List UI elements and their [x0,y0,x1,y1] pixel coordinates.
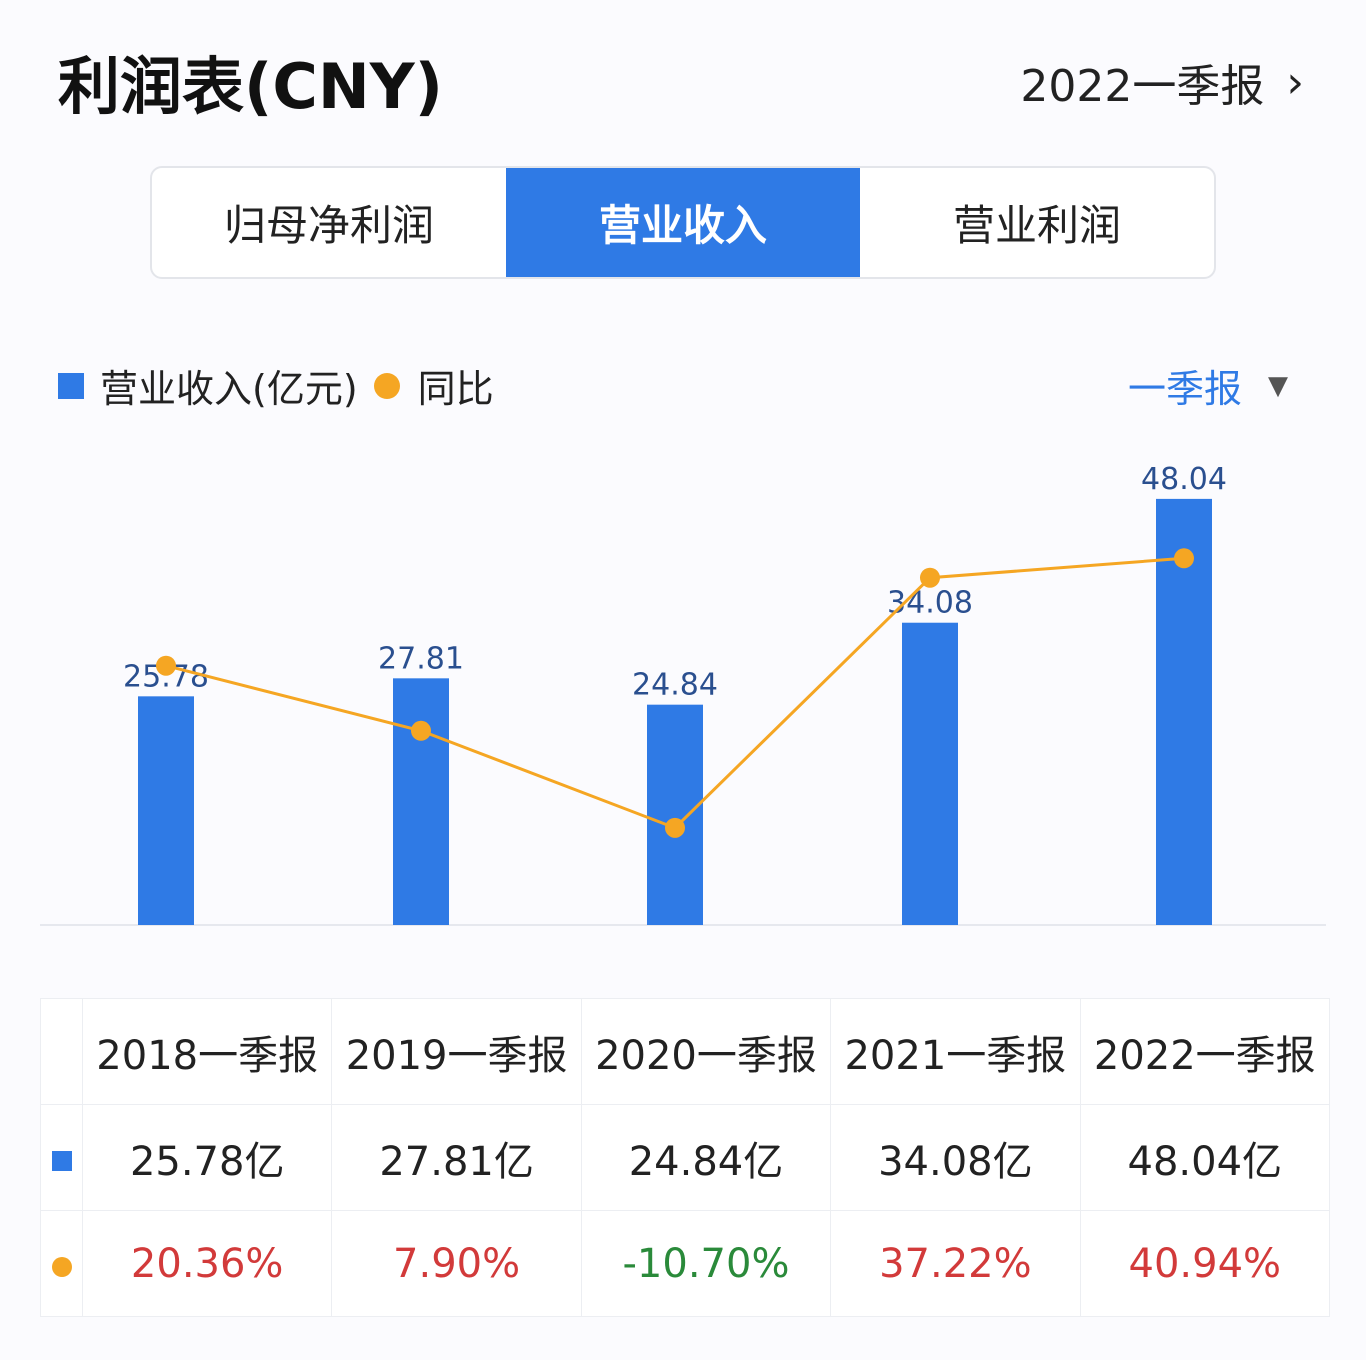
table-cell: 27.81亿 [331,1104,582,1211]
table-header: 2019一季报 [331,998,582,1105]
bar-4 [1156,498,1212,925]
table-cell: 24.84亿 [580,1104,832,1211]
bar-0 [138,696,194,925]
yoy-point-0 [156,655,176,676]
table-row-yoy: 20.36% 7.90% -10.70% 37.22% 40.94% [40,1210,1331,1317]
yoy-point-3 [920,567,940,588]
table-cell: 7.90% [331,1210,582,1317]
table-cell: 25.78亿 [81,1104,333,1211]
data-table: 2018一季报 2019一季报 2020一季报 2021一季报 2022一季报 … [40,998,1331,1317]
table-cell: 37.22% [830,1210,1081,1317]
period-select[interactable]: 一季报 ▼ [1128,358,1288,413]
legend-line-swatch [373,372,400,399]
page-title: 利润表(CNY) [58,50,443,123]
dropdown-arrow-icon: ▼ [1268,370,1288,401]
bar-2 [647,704,703,925]
bar-3 [902,622,958,925]
bar-label-2: 24.84 [632,668,718,703]
chart-legend: 营业收入(亿元) 同比 [58,358,494,413]
table-cell: 48.04亿 [1079,1104,1331,1211]
table-cell: 40.94% [1079,1210,1331,1317]
bar-label-4: 48.04 [1141,462,1227,497]
yoy-point-1 [411,720,431,741]
period-label: 2022一季报 [1020,61,1265,112]
yoy-marker [51,1256,72,1277]
legend-bar-label: 营业收入(亿元) [100,367,358,411]
chevron-right-icon: › [1286,56,1304,108]
revenue-marker [51,1150,72,1171]
tab-operating-profit[interactable]: 营业利润 [952,201,1121,250]
table-header-row: 2018一季报 2019一季报 2020一季报 2021一季报 2022一季报 [40,998,1331,1105]
yoy-point-4 [1174,548,1194,569]
table-cell: 34.08亿 [830,1104,1081,1211]
bar-label-3: 34.08 [887,586,973,621]
bar-1 [393,678,449,925]
table-cell: -10.70% [580,1210,832,1317]
table-header: 2021一季报 [830,998,1081,1105]
tab-net-profit[interactable]: 归母净利润 [223,201,434,250]
table-header: 2022一季报 [1079,998,1331,1105]
bar-label-1: 27.81 [378,641,464,676]
metric-tabs: 归母净利润 营业收入 营业利润 [150,166,1216,279]
period-select-value: 一季报 [1127,367,1242,411]
yoy-point-2 [665,817,685,838]
tab-revenue[interactable]: 营业收入 [506,168,860,277]
period-link[interactable]: 2022一季报 › [1020,50,1304,114]
table-header: 2020一季报 [580,998,832,1105]
table-row-revenue: 25.78亿 27.81亿 24.84亿 34.08亿 48.04亿 [40,1104,1331,1211]
table-header: 2018一季报 [81,998,333,1105]
table-cell: 20.36% [81,1210,333,1317]
legend-line-label: 同比 [417,367,494,411]
legend-bar-swatch [58,372,84,399]
